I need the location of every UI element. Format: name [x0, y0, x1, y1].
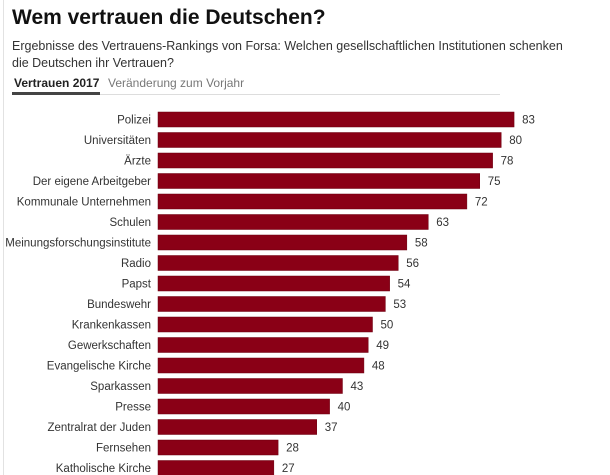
category-label: Kommunale Unternehmen	[17, 197, 151, 209]
value-label: 27	[282, 463, 295, 475]
bar[interactable]	[157, 378, 343, 394]
tab-veraenderung-vorjahr[interactable]: Veränderung zum Vorjahr	[108, 76, 245, 90]
bar[interactable]	[157, 275, 390, 292]
page-title: Wem vertrauen die Deutschen?	[12, 6, 326, 29]
bar[interactable]	[157, 398, 330, 415]
bar[interactable]	[157, 214, 429, 230]
tab-vertrauen-2017[interactable]: Vertrauen 2017	[12, 76, 100, 95]
category-label: Fernsehen	[96, 443, 151, 455]
value-label: 72	[475, 197, 488, 209]
value-label: 83	[522, 115, 535, 127]
bar[interactable]	[157, 316, 373, 333]
value-label: 58	[415, 238, 428, 250]
bar[interactable]	[157, 357, 365, 374]
value-label: 75	[488, 176, 501, 188]
category-label: Universitäten	[84, 135, 151, 147]
bar[interactable]	[157, 234, 408, 251]
category-label: Katholische Kirche	[56, 463, 151, 475]
category-label: Polizei	[117, 115, 151, 127]
bar[interactable]	[157, 337, 369, 353]
value-label: 63	[436, 217, 449, 229]
value-label: 56	[406, 258, 419, 270]
bar[interactable]	[157, 132, 502, 148]
chart-frame	[3, 0, 610, 475]
category-label: Sparkassen	[90, 381, 151, 393]
bar[interactable]	[157, 439, 279, 456]
value-label: 37	[325, 422, 338, 434]
category-label: Gewerkschaften	[68, 340, 151, 352]
category-label: Zentralrat der Juden	[47, 422, 151, 434]
bar[interactable]	[157, 111, 515, 128]
bar[interactable]	[157, 173, 480, 189]
value-label: 54	[398, 279, 411, 291]
category-label: Bundeswehr	[87, 299, 151, 311]
bar[interactable]	[157, 152, 493, 169]
category-label: Der eigene Arbeitgeber	[33, 176, 151, 188]
category-label: Papst	[122, 279, 152, 291]
value-label: 78	[501, 156, 514, 168]
value-label: 53	[393, 299, 406, 311]
value-label: 28	[286, 443, 299, 455]
value-label: 40	[338, 402, 351, 414]
category-label: Radio	[121, 258, 151, 270]
category-label: Evangelische Kirche	[47, 361, 151, 373]
bar[interactable]	[157, 193, 468, 210]
value-label: 43	[350, 381, 363, 393]
value-label: 80	[509, 135, 522, 147]
category-label: Schulen	[109, 217, 151, 229]
bar[interactable]	[157, 460, 275, 475]
bar[interactable]	[157, 255, 399, 271]
chart-subtitle: Ergebnisse des Vertrauens-Rankings von F…	[12, 39, 563, 70]
category-label: Meinungsforschungsinstitute	[5, 238, 151, 250]
category-label: Krankenkassen	[72, 320, 151, 332]
category-label: Presse	[115, 402, 151, 414]
value-label: 48	[372, 361, 385, 373]
value-label: 49	[376, 340, 389, 352]
tab-bar: Vertrauen 2017 Veränderung zum Vorjahr	[12, 72, 500, 95]
bar[interactable]	[157, 419, 317, 435]
category-label: Ärzte	[124, 156, 151, 168]
value-label: 50	[381, 320, 394, 332]
bar[interactable]	[157, 296, 386, 312]
